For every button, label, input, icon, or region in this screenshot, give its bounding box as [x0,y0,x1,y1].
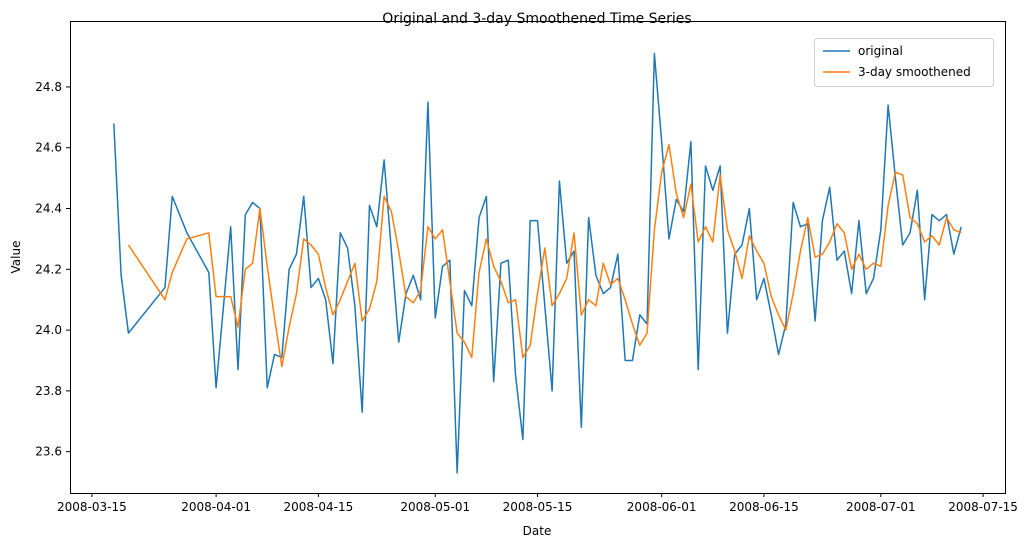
y-tick-label: 23.8 [35,384,62,398]
plot-frame [71,22,1006,494]
legend-label-original: original [858,44,903,58]
x-tick-label: 2008-04-01 [181,500,251,514]
y-tick-label: 24.8 [35,80,62,94]
y-tick-label: 23.6 [35,445,62,459]
y-tick-label: 24.6 [35,141,62,155]
x-tick-label: 2008-06-01 [627,500,697,514]
y-tick-label: 24.4 [35,202,62,216]
chart-title: Original and 3-day Smoothened Time Serie… [382,11,691,27]
legend-box [815,39,994,87]
x-tick-label: 2008-07-15 [948,500,1018,514]
x-axis-label: Date [523,524,552,538]
x-tick-label: 2008-05-01 [400,500,470,514]
series-line [114,54,961,473]
x-tick-label: 2008-04-15 [283,500,353,514]
x-tick-label: 2008-05-15 [503,500,573,514]
legend: original 3-day smoothened [815,39,994,87]
legend-label-smoothened: 3-day smoothened [858,65,971,79]
y-tick-label: 24.2 [35,262,62,276]
y-tick-label: 24.0 [35,323,62,337]
y-axis-label: Value [9,241,23,274]
x-tick-label: 2008-03-15 [57,500,127,514]
x-tick-label: 2008-06-15 [729,500,799,514]
x-tick-label: 2008-07-01 [846,500,916,514]
series-original [114,54,961,473]
